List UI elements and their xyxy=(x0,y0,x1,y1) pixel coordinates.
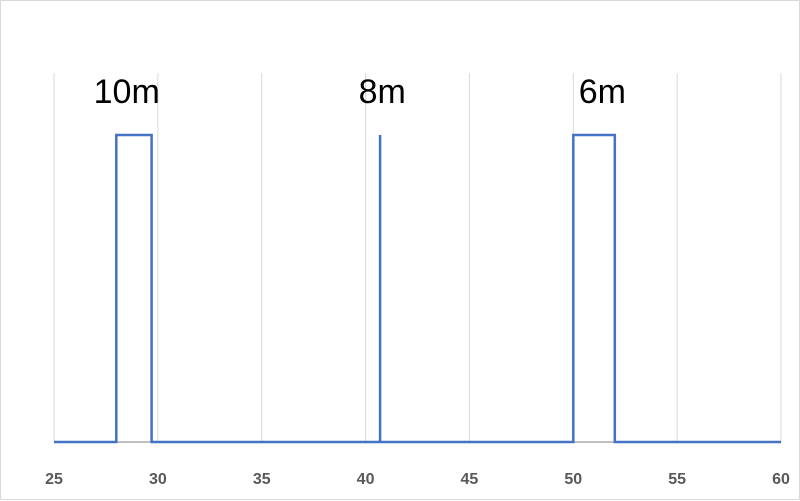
series-group xyxy=(54,135,781,442)
x-tick-label-55: 55 xyxy=(668,471,686,488)
x-tick-label-40: 40 xyxy=(357,471,375,488)
x-tick-label-30: 30 xyxy=(149,471,167,488)
annotation-10m: 10m xyxy=(94,73,160,111)
x-tick-label-60: 60 xyxy=(772,471,790,488)
x-tick-label-50: 50 xyxy=(564,471,582,488)
x-tick-label-35: 35 xyxy=(253,471,271,488)
gridlines xyxy=(54,73,781,442)
x-tick-labels: 25 30 35 40 45 50 55 60 xyxy=(45,471,790,488)
annotation-6m: 6m xyxy=(579,73,626,111)
annotation-8m: 8m xyxy=(359,73,406,111)
x-tick-label-45: 45 xyxy=(461,471,479,488)
annotations: 10m 8m 6m xyxy=(94,73,626,111)
series-line-0 xyxy=(54,135,781,442)
x-tick-label-25: 25 xyxy=(45,471,63,488)
